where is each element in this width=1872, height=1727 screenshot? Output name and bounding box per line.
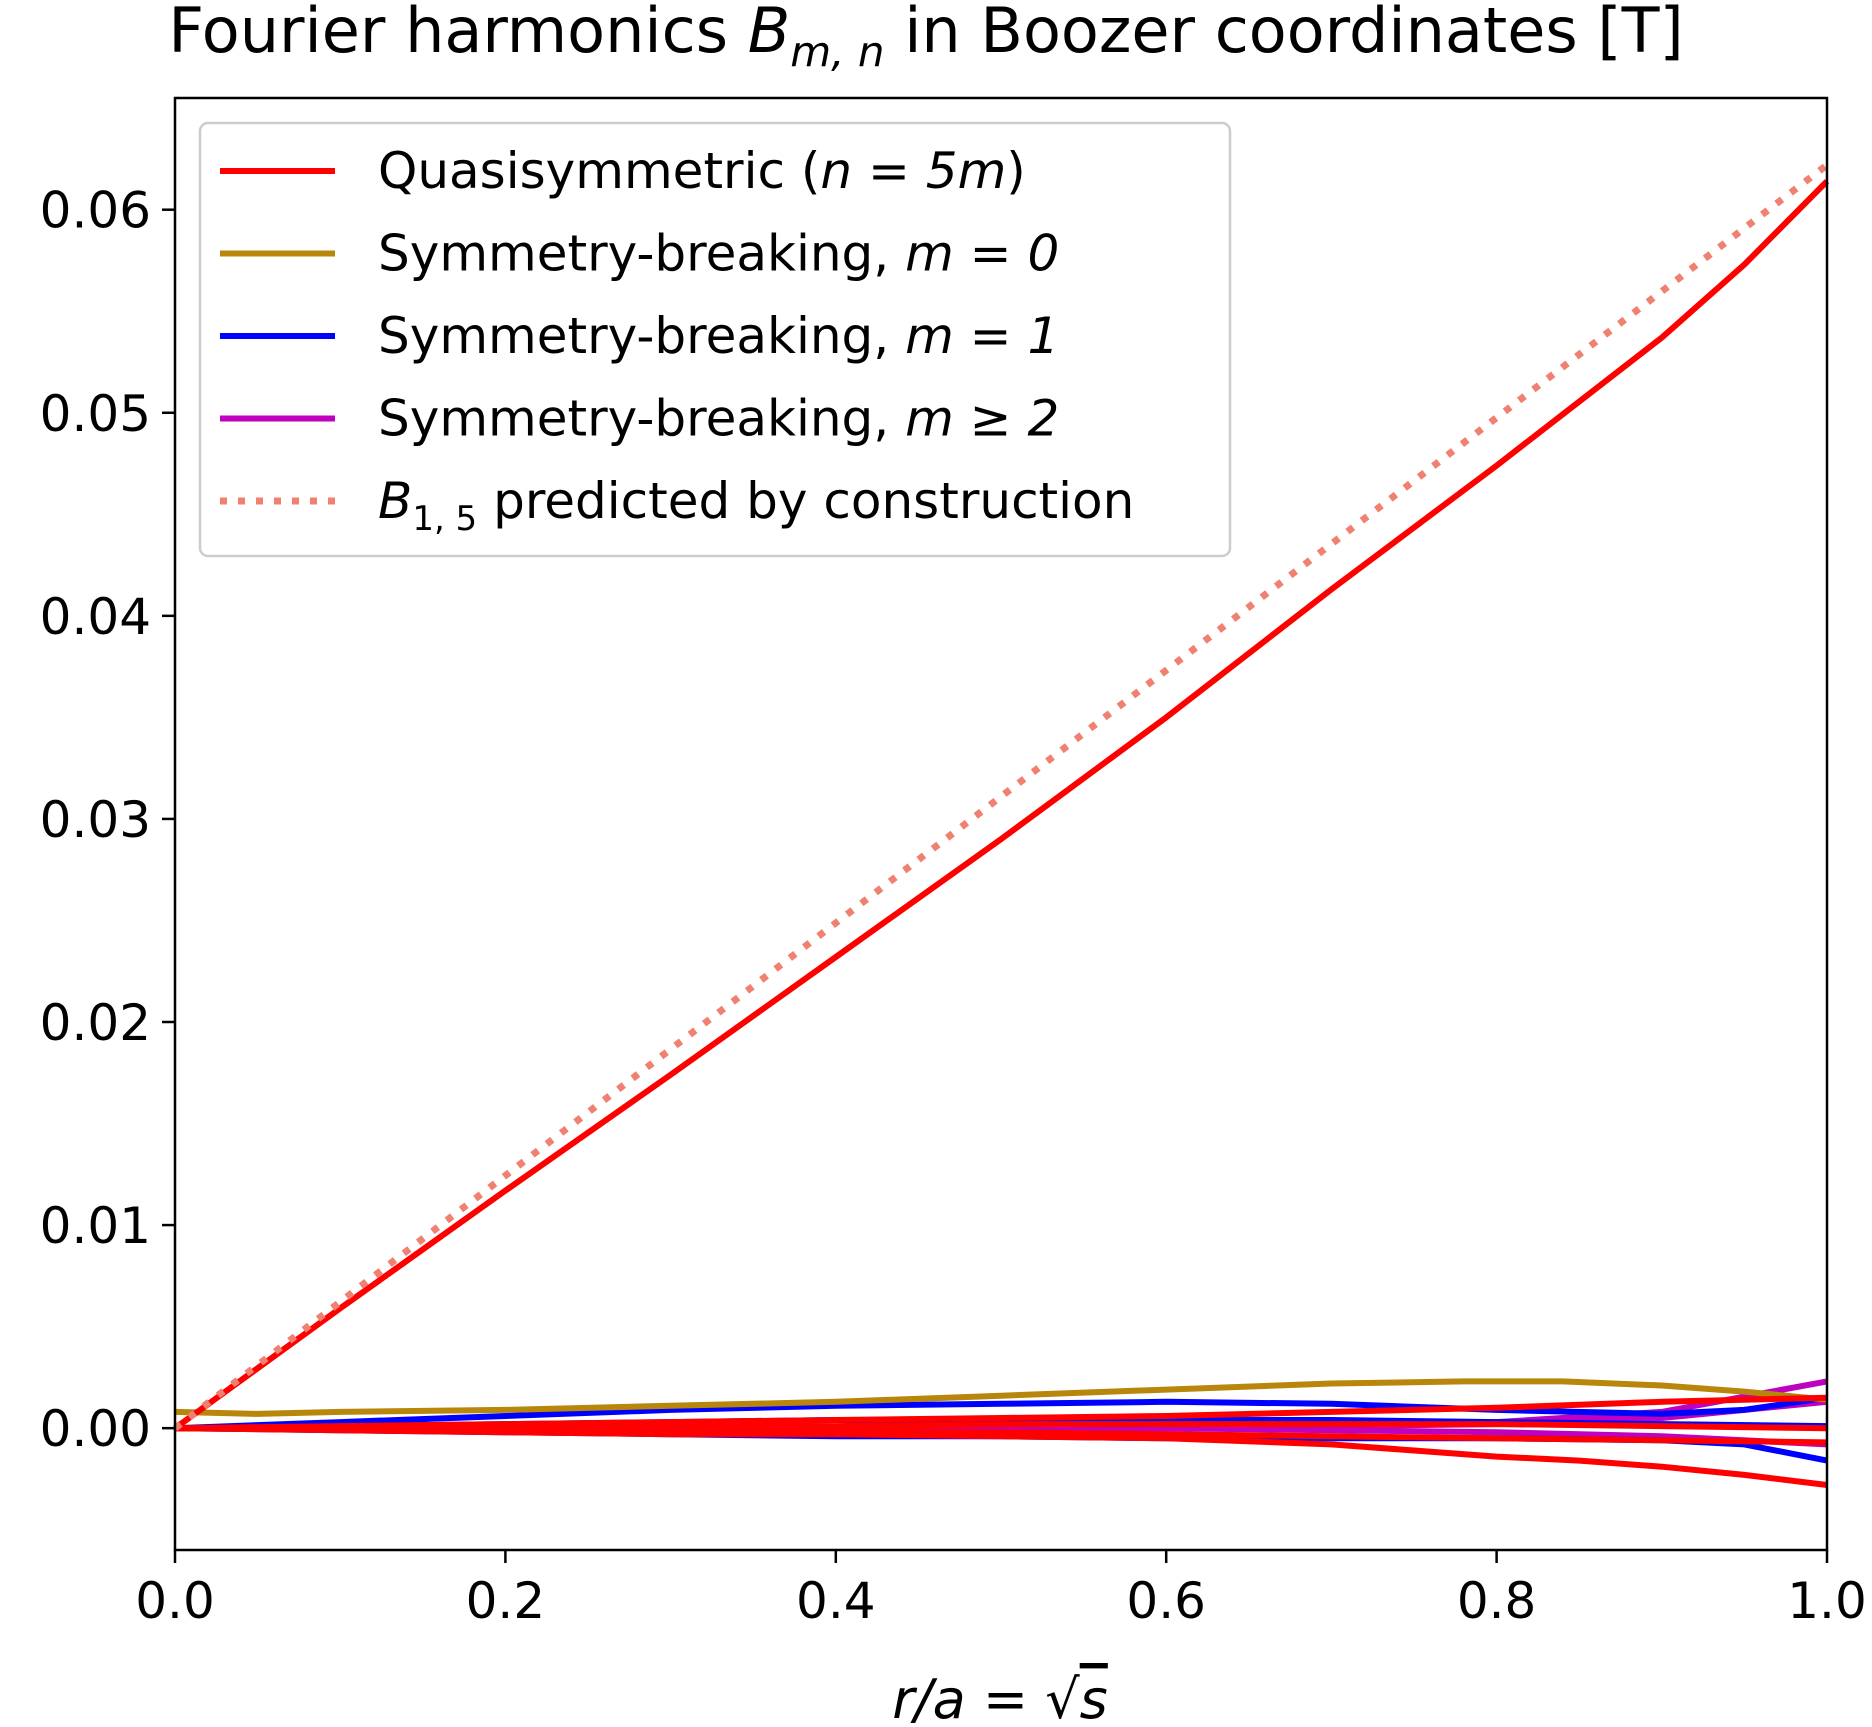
y-tick-label: 0.05 xyxy=(40,385,151,443)
legend-label-0: Quasisymmetric (n = 5m) xyxy=(378,142,1026,200)
x-tick-label: 1.0 xyxy=(1787,1572,1867,1630)
title-symbol: B xyxy=(748,0,791,67)
x-axis-label-text: r/a = xyxy=(892,1668,1045,1727)
x-tick-label: 0.4 xyxy=(796,1572,876,1630)
x-axis-label: r/a = √s xyxy=(892,1668,1108,1727)
series-line-12 xyxy=(172,162,1830,1431)
legend-box xyxy=(198,121,1232,558)
legend-label-1: Symmetry-breaking, m = 0 xyxy=(378,225,1059,283)
legend-math: B xyxy=(378,472,412,530)
plot-area-frame xyxy=(173,96,1829,1552)
legend-text: predicted by construction xyxy=(477,472,1134,530)
title-subscript: m, n xyxy=(790,27,884,76)
legend-math: m = 0 xyxy=(905,225,1059,283)
legend-text: Quasisymmetric ( xyxy=(378,142,820,200)
legend: Quasisymmetric (n = 5m) Symmetry-breaking… xyxy=(198,121,1232,558)
legend-text: Symmetry-breaking, xyxy=(378,307,905,365)
legend-label-4: B1, 5 predicted by construction xyxy=(378,472,1134,539)
title-prefix: Fourier harmonics xyxy=(168,0,747,67)
legend-math: n = 5m xyxy=(820,142,1006,200)
y-tick-label: 0.04 xyxy=(40,588,151,646)
legend-math: m = 1 xyxy=(905,307,1059,365)
series-line-9 xyxy=(175,1421,1828,1432)
legend-text: Symmetry-breaking, xyxy=(378,225,905,283)
sqrt-symbol: √ xyxy=(1045,1668,1080,1727)
x-tick-label: 0.0 xyxy=(135,1572,215,1630)
title-suffix: in Boozer coordinates [T] xyxy=(884,0,1683,67)
series-line-7 xyxy=(174,1394,1828,1432)
x-tick-label: 0.2 xyxy=(466,1572,546,1630)
y-tick-label: 0.03 xyxy=(40,791,151,849)
y-tick-label: 0.06 xyxy=(40,182,151,240)
legend-math-subscript: 1, 5 xyxy=(412,499,477,539)
axis-ticks-layer: 0.0 0.2 0.4 0.6 0.8 1.0 0.00 0.01 0.02 0.03 0.04 0.… xyxy=(40,182,1867,1630)
y-tick-label: 0.00 xyxy=(40,1400,151,1458)
chart-title: Fourier harmonics Bm, n in Boozer coordi… xyxy=(168,0,1683,76)
legend-label-3: Symmetry-breaking, m ≥ 2 xyxy=(378,390,1059,448)
legend-label-2: Symmetry-breaking, m = 1 xyxy=(378,307,1059,365)
legend-text: Symmetry-breaking, xyxy=(378,390,905,448)
series-line-11 xyxy=(173,179,1830,1431)
x-tick-label: 0.6 xyxy=(1126,1572,1206,1630)
series-line-3 xyxy=(174,1394,1828,1432)
legend-items: Quasisymmetric (n = 5m) Symmetry-breaking… xyxy=(220,142,1134,539)
legend-math: m ≥ 2 xyxy=(905,390,1059,448)
plot-series-layer xyxy=(172,162,1830,1488)
x-axis-label-radicand: s xyxy=(1080,1668,1108,1727)
y-tick-label: 0.01 xyxy=(40,1197,151,1255)
legend-text-tail: ) xyxy=(1006,142,1026,200)
series-line-10 xyxy=(174,1425,1828,1488)
x-tick-label: 0.8 xyxy=(1457,1572,1537,1630)
series-line-6 xyxy=(174,1378,1828,1417)
y-tick-label: 0.02 xyxy=(40,994,151,1052)
